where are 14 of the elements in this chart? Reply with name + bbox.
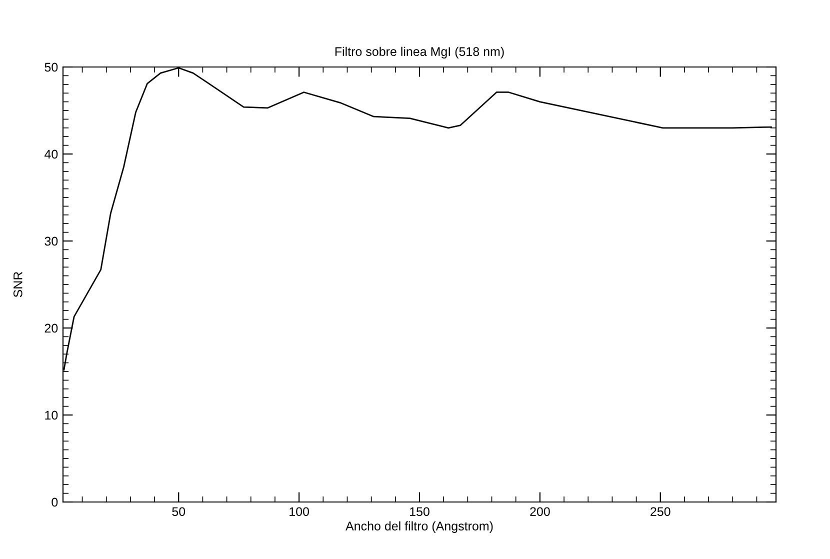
y-tick-label: 40 <box>44 150 58 159</box>
y-tick-label: 50 <box>44 62 58 72</box>
x-tick-label: 250 <box>650 507 670 516</box>
y-tick-label: 0 <box>52 498 58 507</box>
y-axis-title: SNR <box>13 272 22 298</box>
y-tick-label: 10 <box>45 410 58 420</box>
y-tick-label: 30 <box>44 236 58 246</box>
chart-title: Filtro sobre linea MgI (518 nm) <box>335 46 504 58</box>
y-tick-label: 20 <box>44 324 58 333</box>
x-tick-label: 100 <box>290 507 309 516</box>
x-tick-label: 50 <box>172 507 186 516</box>
x-tick-label: 150 <box>410 507 430 516</box>
x-axis-title: Ancho del filtro (Angstrom) <box>346 521 493 533</box>
x-tick-label: 200 <box>530 507 550 516</box>
